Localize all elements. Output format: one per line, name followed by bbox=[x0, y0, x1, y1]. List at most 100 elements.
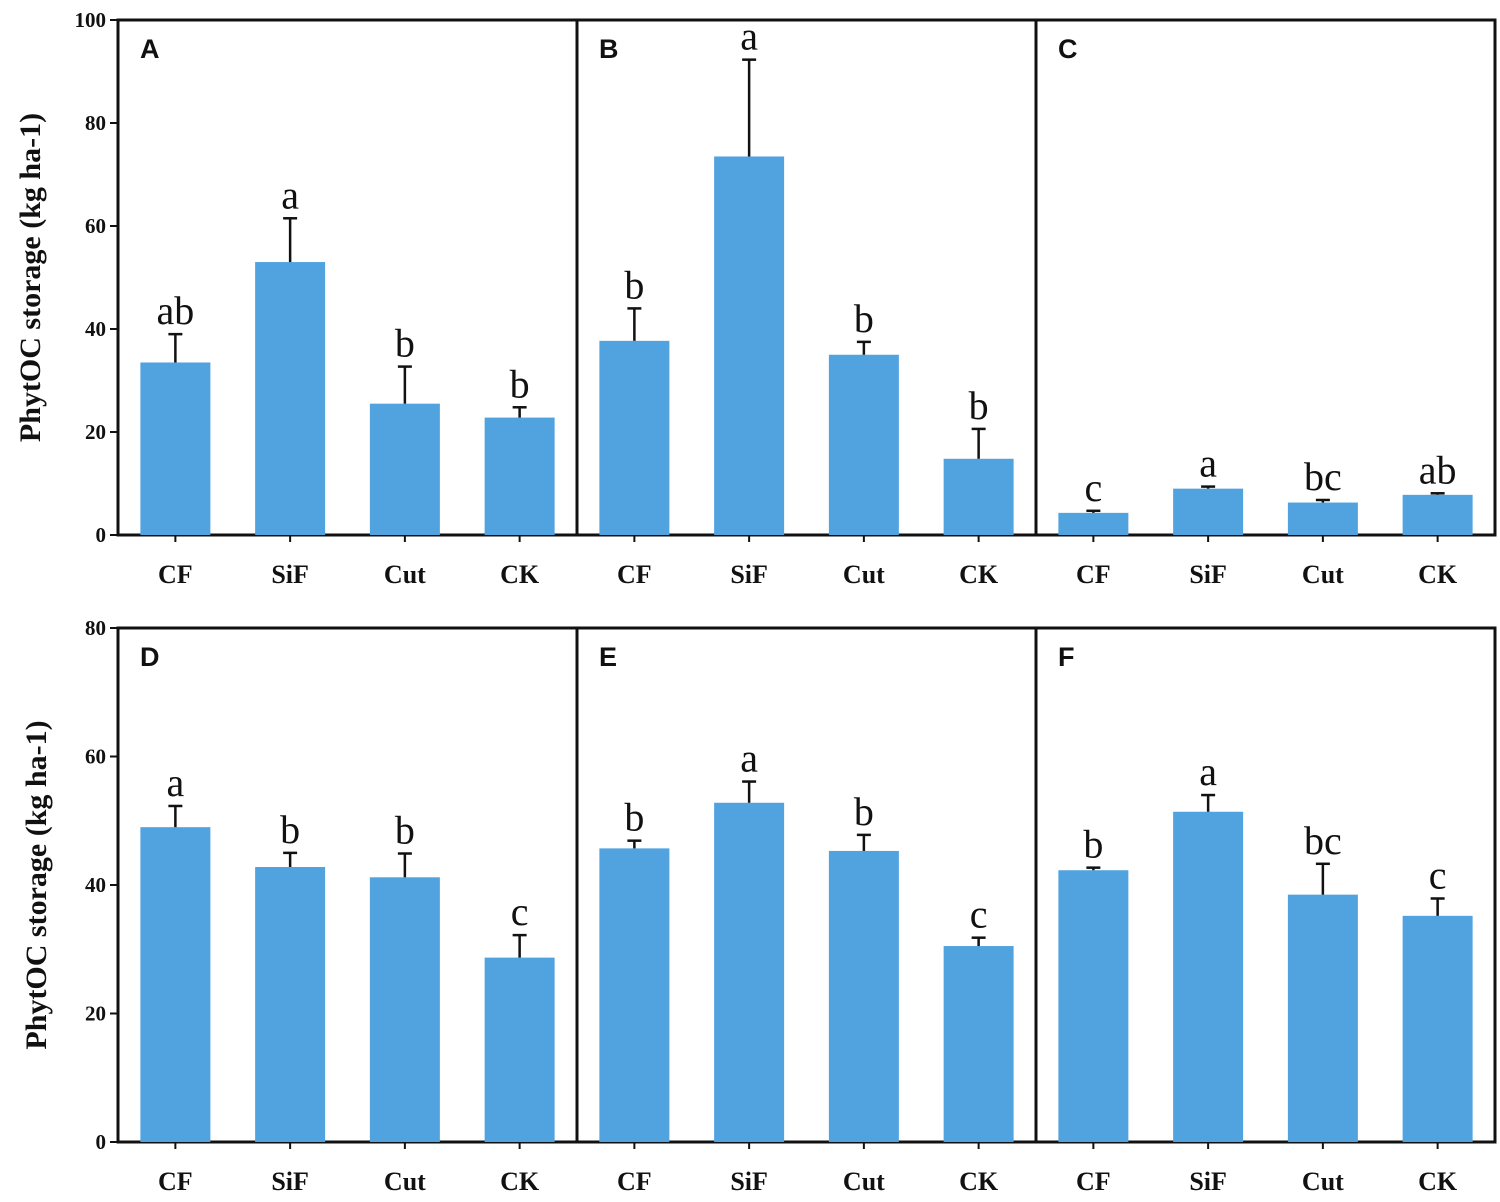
panel-d: Da CF b SiF b Cut c CK bbox=[116, 626, 579, 1196]
bar-b-ck bbox=[943, 458, 1014, 535]
bar-e-cf bbox=[599, 848, 670, 1142]
category-label: CF bbox=[158, 560, 193, 589]
y-tick-label: 100 bbox=[75, 8, 107, 32]
significance-letter: c bbox=[1084, 465, 1102, 510]
bar-d-ck bbox=[484, 957, 555, 1142]
panel-a: Aab CF a SiF b Cut b CK bbox=[116, 18, 579, 589]
y-tick-label: 20 bbox=[85, 1002, 106, 1026]
category-label: SiF bbox=[730, 560, 768, 589]
category-label: Cut bbox=[843, 560, 885, 589]
y-tick-label: 40 bbox=[85, 317, 106, 341]
panel-label: C bbox=[1058, 34, 1078, 64]
significance-letter: ab bbox=[156, 288, 194, 333]
y-tick-label: 80 bbox=[85, 616, 106, 640]
bar-f-cut bbox=[1287, 894, 1358, 1142]
panel-c: Cc CF a SiF bc Cut ab CK bbox=[1034, 18, 1497, 589]
bar-a-ck bbox=[484, 417, 555, 535]
category-label: SiF bbox=[1189, 1167, 1227, 1196]
bar-a-cf bbox=[140, 362, 211, 535]
category-label: SiF bbox=[271, 1167, 309, 1196]
panel-e: Eb CF a SiF b Cut c CK bbox=[575, 626, 1038, 1196]
bar-b-cf bbox=[599, 340, 670, 535]
y-tick-label: 40 bbox=[85, 873, 106, 897]
bar-f-sif bbox=[1173, 811, 1244, 1142]
category-label: SiF bbox=[1189, 560, 1227, 589]
bar-a-cut bbox=[369, 403, 440, 535]
bar-b-cut bbox=[828, 354, 899, 535]
bar-c-sif bbox=[1173, 488, 1244, 535]
panel-label: F bbox=[1058, 642, 1075, 672]
significance-letter: c bbox=[511, 889, 529, 934]
category-label: CK bbox=[959, 560, 999, 589]
significance-letter: a bbox=[1199, 749, 1217, 794]
bar-b-sif bbox=[714, 156, 785, 535]
significance-letter: c bbox=[1429, 852, 1447, 897]
panel-label: B bbox=[599, 34, 619, 64]
bar-e-sif bbox=[714, 802, 785, 1142]
category-label: Cut bbox=[1302, 1167, 1344, 1196]
significance-letter: b bbox=[395, 321, 415, 366]
significance-letter: a bbox=[740, 736, 758, 781]
significance-letter: b bbox=[854, 296, 874, 341]
panel-label: E bbox=[599, 642, 617, 672]
bar-c-ck bbox=[1402, 494, 1473, 535]
panel-label: A bbox=[140, 34, 160, 64]
y-tick-label: 60 bbox=[85, 214, 106, 238]
category-label: Cut bbox=[843, 1167, 885, 1196]
y-tick-label: 20 bbox=[85, 420, 106, 444]
category-label: CK bbox=[1418, 560, 1458, 589]
panel-f: Fb CF a SiF bc Cut c CK bbox=[1034, 626, 1497, 1196]
panel-label: D bbox=[140, 642, 160, 672]
significance-letter: bc bbox=[1304, 454, 1342, 499]
significance-letter: b bbox=[624, 795, 644, 840]
category-label: Cut bbox=[384, 560, 426, 589]
bar-f-cf bbox=[1058, 870, 1129, 1142]
y-tick-label: 60 bbox=[85, 745, 106, 769]
bar-a-sif bbox=[255, 262, 326, 535]
category-label: CF bbox=[1076, 1167, 1111, 1196]
bar-d-sif bbox=[255, 867, 326, 1142]
significance-letter: a bbox=[740, 14, 758, 59]
category-label: CK bbox=[500, 560, 540, 589]
significance-letter: b bbox=[854, 789, 874, 834]
y-axis-title: PhytOC storage (kg ha-1) bbox=[20, 720, 53, 1049]
category-label: CF bbox=[158, 1167, 193, 1196]
category-label: CK bbox=[1418, 1167, 1458, 1196]
y-axis-title: PhytOC storage (kg ha-1) bbox=[14, 113, 47, 442]
category-label: CK bbox=[959, 1167, 999, 1196]
significance-letter: b bbox=[969, 383, 989, 428]
category-label: CK bbox=[500, 1167, 540, 1196]
significance-letter: b bbox=[510, 361, 530, 406]
bar-e-ck bbox=[943, 946, 1014, 1142]
significance-letter: b bbox=[395, 808, 415, 853]
category-label: CF bbox=[617, 1167, 652, 1196]
bar-f-ck bbox=[1402, 915, 1473, 1142]
significance-letter: a bbox=[281, 172, 299, 217]
category-label: Cut bbox=[1302, 560, 1344, 589]
panel-b: Bb CF a SiF b Cut b CK bbox=[575, 14, 1038, 589]
significance-letter: b bbox=[624, 262, 644, 307]
significance-letter: a bbox=[1199, 441, 1217, 486]
significance-letter: a bbox=[166, 760, 184, 805]
bar-d-cut bbox=[369, 877, 440, 1142]
category-label: CF bbox=[1076, 560, 1111, 589]
panel-frame bbox=[1034, 18, 1497, 537]
significance-letter: ab bbox=[1419, 447, 1457, 492]
category-label: SiF bbox=[730, 1167, 768, 1196]
bar-c-cut bbox=[1287, 502, 1358, 535]
panel-frame bbox=[1034, 626, 1497, 1144]
significance-letter: b bbox=[1083, 822, 1103, 867]
bar-e-cut bbox=[828, 850, 899, 1142]
bar-c-cf bbox=[1058, 512, 1129, 535]
y-tick-label: 0 bbox=[96, 1130, 107, 1154]
y-tick-label: 80 bbox=[85, 111, 106, 135]
bar-d-cf bbox=[140, 827, 211, 1142]
y-tick-label: 0 bbox=[96, 523, 107, 547]
significance-letter: b bbox=[280, 807, 300, 852]
category-label: SiF bbox=[271, 560, 309, 589]
significance-letter: c bbox=[970, 892, 988, 937]
category-label: Cut bbox=[384, 1167, 426, 1196]
category-label: CF bbox=[617, 560, 652, 589]
significance-letter: bc bbox=[1304, 818, 1342, 863]
